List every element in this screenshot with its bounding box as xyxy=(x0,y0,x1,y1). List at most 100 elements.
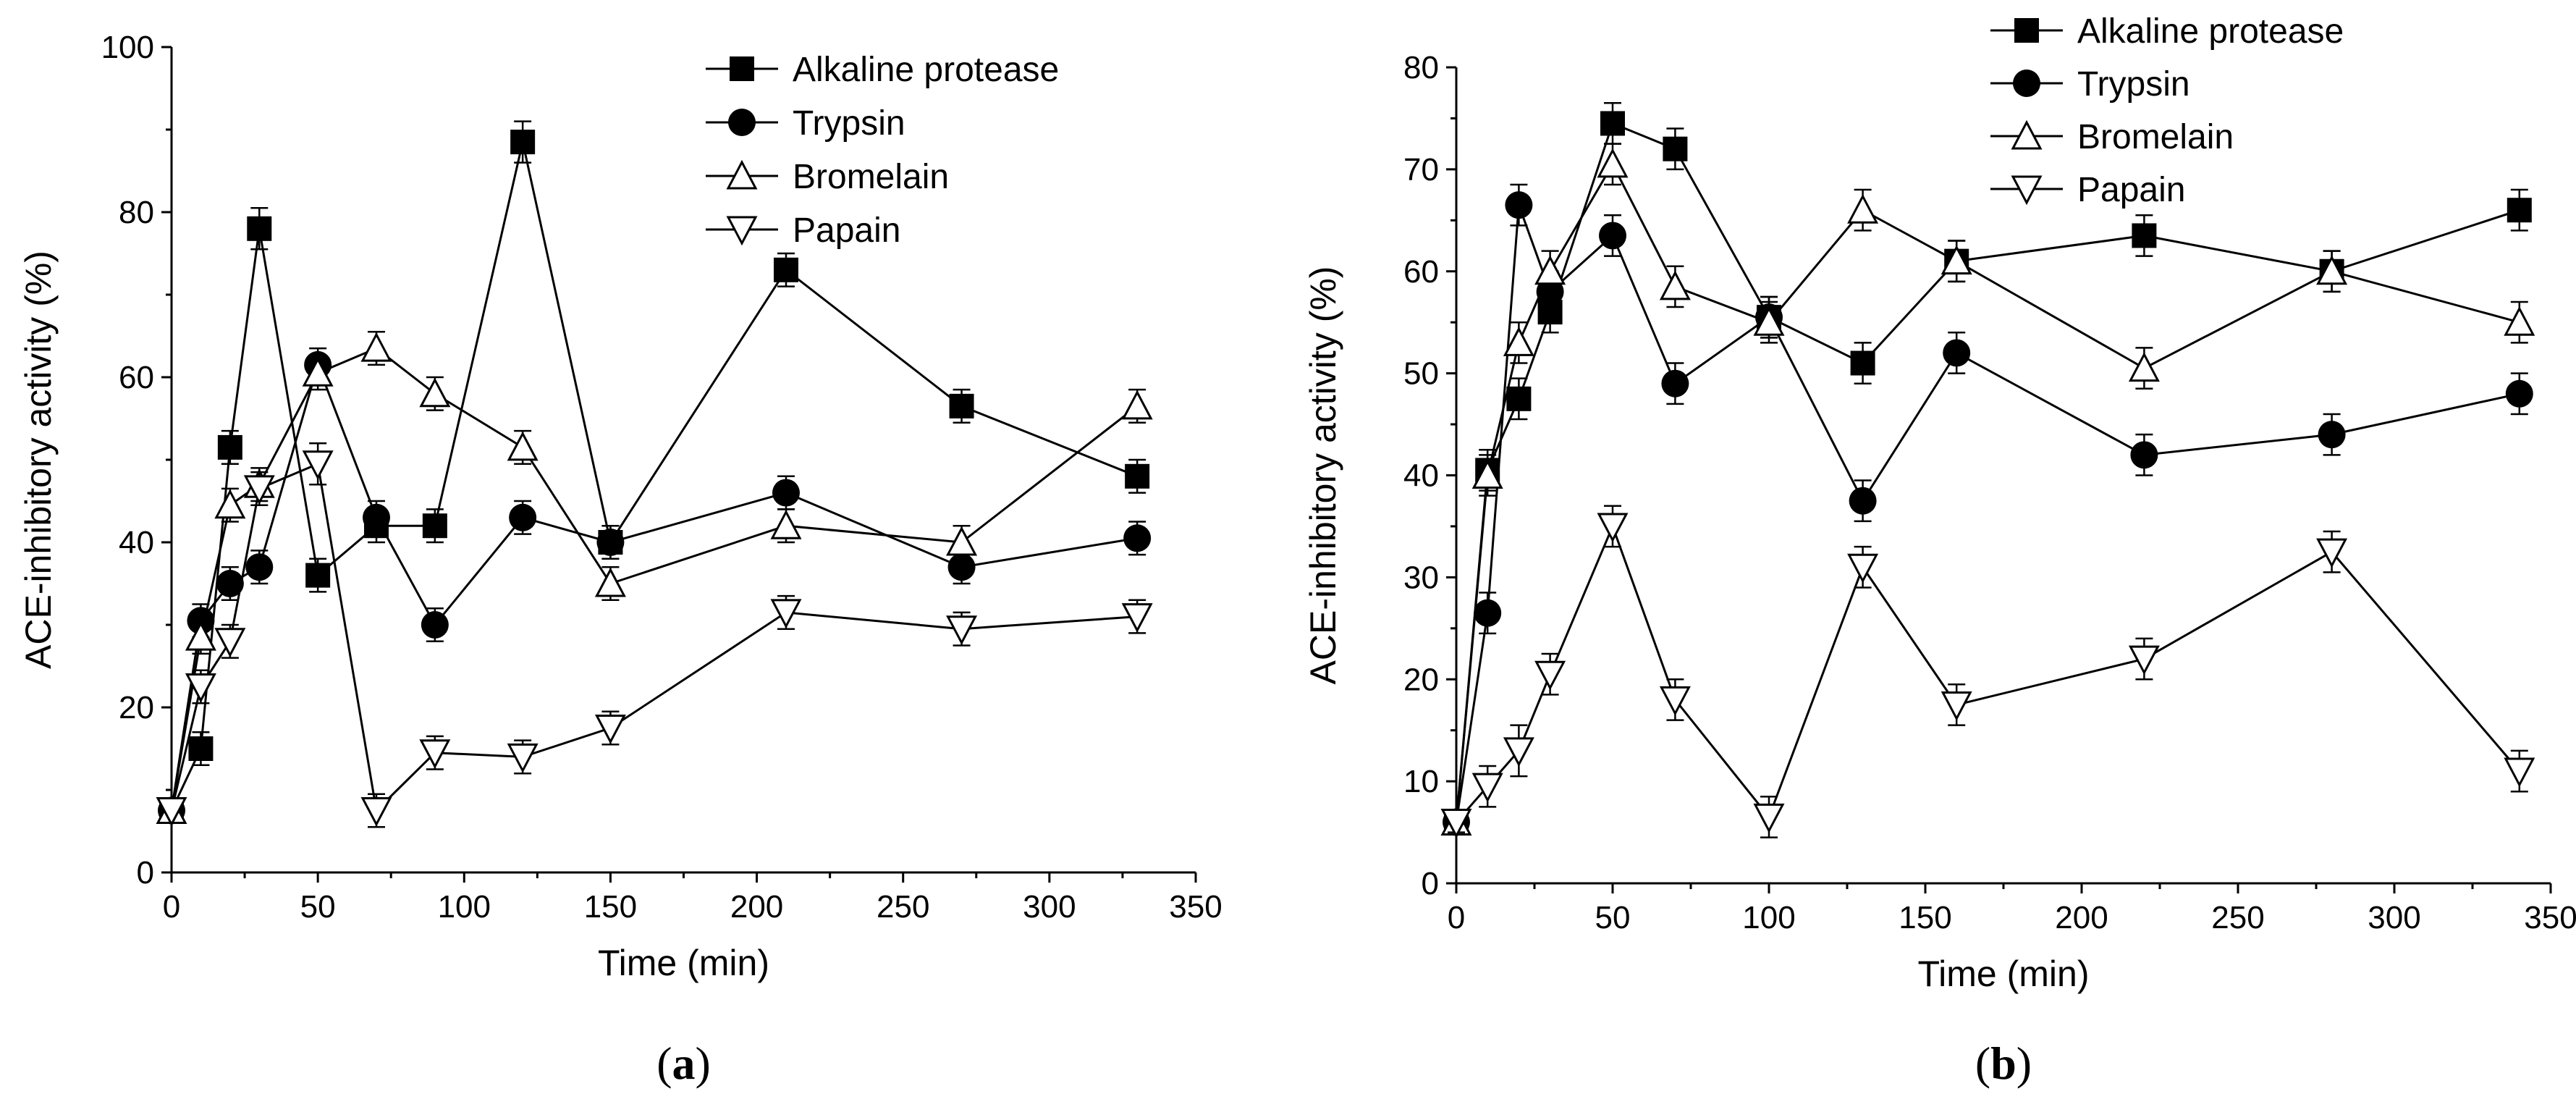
y-tick-label: 80 xyxy=(1403,50,1439,85)
panel-label: (a) xyxy=(656,1038,711,1089)
y-tick-label: 70 xyxy=(1403,152,1439,188)
y-tick-label: 10 xyxy=(1403,764,1439,799)
data-point xyxy=(305,563,331,588)
data-point xyxy=(422,513,447,539)
data-point xyxy=(2130,441,2158,469)
x-tick-label: 100 xyxy=(438,889,491,925)
data-point xyxy=(243,475,275,505)
data-point xyxy=(596,529,625,556)
data-point xyxy=(949,393,974,418)
legend-marker xyxy=(726,159,758,190)
data-point xyxy=(217,434,242,460)
data-point xyxy=(245,553,274,581)
data-point xyxy=(185,673,216,703)
data-point xyxy=(302,450,334,480)
data-point xyxy=(1659,686,1691,716)
x-tick-label: 150 xyxy=(584,889,637,925)
data-point xyxy=(214,628,246,658)
data-point xyxy=(188,736,214,761)
legend-label: Papain xyxy=(793,211,900,250)
y-tick-label: 60 xyxy=(1403,254,1439,290)
legend-marker xyxy=(728,109,756,136)
series-trypsin xyxy=(158,347,1152,825)
data-point xyxy=(419,377,451,408)
y-tick-label: 0 xyxy=(1422,866,1439,901)
y-tick-label: 100 xyxy=(101,30,154,65)
data-point xyxy=(185,620,216,651)
data-point xyxy=(947,553,976,581)
data-point xyxy=(1503,327,1534,356)
data-point xyxy=(360,332,392,362)
data-point xyxy=(156,797,187,827)
legend-label: Alkaline protease xyxy=(2077,12,2344,51)
data-point xyxy=(1663,136,1688,161)
data-point xyxy=(1471,773,1503,803)
data-point xyxy=(507,743,539,773)
data-point xyxy=(772,479,800,507)
data-point xyxy=(2318,421,2346,449)
data-point xyxy=(363,503,390,531)
x-tick-label: 300 xyxy=(2368,900,2420,935)
data-point xyxy=(507,431,539,461)
y-tick-label: 0 xyxy=(137,855,154,891)
data-point xyxy=(1123,524,1152,552)
data-point xyxy=(1847,194,1879,224)
legend-marker xyxy=(726,216,758,246)
y-axis-label: ACE-inhibitory activity (%) xyxy=(18,251,59,669)
legend-label: Bromelain xyxy=(2077,118,2234,156)
data-point xyxy=(1125,463,1150,489)
y-tick-label: 50 xyxy=(1403,356,1439,392)
y-tick-label: 80 xyxy=(119,195,154,230)
x-tick-label: 150 xyxy=(1899,900,1951,935)
series-line xyxy=(170,462,1138,813)
panel-letter: a xyxy=(672,1038,696,1089)
data-point xyxy=(1597,513,1629,543)
x-axis-label: Time (min) xyxy=(1917,954,2089,994)
series-line xyxy=(1455,161,2520,822)
chart-panel-a: 0 50 100 150 200 250 300 350 0 20 40 60 80 100 Time (m… xyxy=(18,30,1222,1089)
legend-marker xyxy=(2013,70,2040,97)
data-point xyxy=(1850,350,1875,376)
data-point xyxy=(1599,222,1626,250)
data-point xyxy=(1506,386,1532,411)
y-tick-label: 20 xyxy=(1403,662,1439,697)
x-tick-label: 100 xyxy=(1742,900,1795,935)
data-point xyxy=(1659,270,1691,300)
data-point xyxy=(1534,660,1566,691)
y-axis-label: ACE-inhibitory activity (%) xyxy=(1303,266,1343,685)
data-point xyxy=(2504,306,2535,336)
x-tick-label: 50 xyxy=(1595,900,1631,935)
series-alkaline-protease xyxy=(1444,102,2532,835)
data-point xyxy=(360,797,392,827)
data-point xyxy=(594,567,626,597)
data-point xyxy=(1753,803,1785,833)
data-point xyxy=(214,489,246,519)
y-tick-label: 60 xyxy=(119,360,154,395)
data-point xyxy=(302,357,334,387)
legend-label: Trypsin xyxy=(793,104,905,143)
x-tick-label: 0 xyxy=(163,889,180,925)
data-point xyxy=(1121,603,1153,633)
data-point xyxy=(2316,255,2348,285)
series-papain xyxy=(156,442,1153,828)
x-tick-label: 200 xyxy=(2055,900,2108,935)
x-tick-label: 200 xyxy=(730,889,783,925)
legend-marker xyxy=(2011,175,2043,206)
x-tick-label: 250 xyxy=(877,889,929,925)
series-line xyxy=(170,347,1139,811)
data-point xyxy=(419,739,451,769)
data-point xyxy=(421,611,449,639)
series-papain xyxy=(1440,505,2535,838)
data-point xyxy=(1661,369,1689,397)
chart-panel-b: 0 50 100 150 200 250 300 350 0 10 20 30 40 50 60 70 80 Ti… xyxy=(1303,12,2576,1089)
data-point xyxy=(2504,757,2535,788)
panel-label: (b) xyxy=(1975,1038,2032,1089)
y-tick-label: 20 xyxy=(119,690,154,725)
data-point xyxy=(1847,553,1879,584)
y-tick-label: 40 xyxy=(1403,458,1439,494)
data-point xyxy=(2128,352,2160,382)
y-tick-label: 40 xyxy=(119,525,154,560)
x-tick-label: 350 xyxy=(1169,889,1222,925)
data-point xyxy=(1941,245,1972,275)
